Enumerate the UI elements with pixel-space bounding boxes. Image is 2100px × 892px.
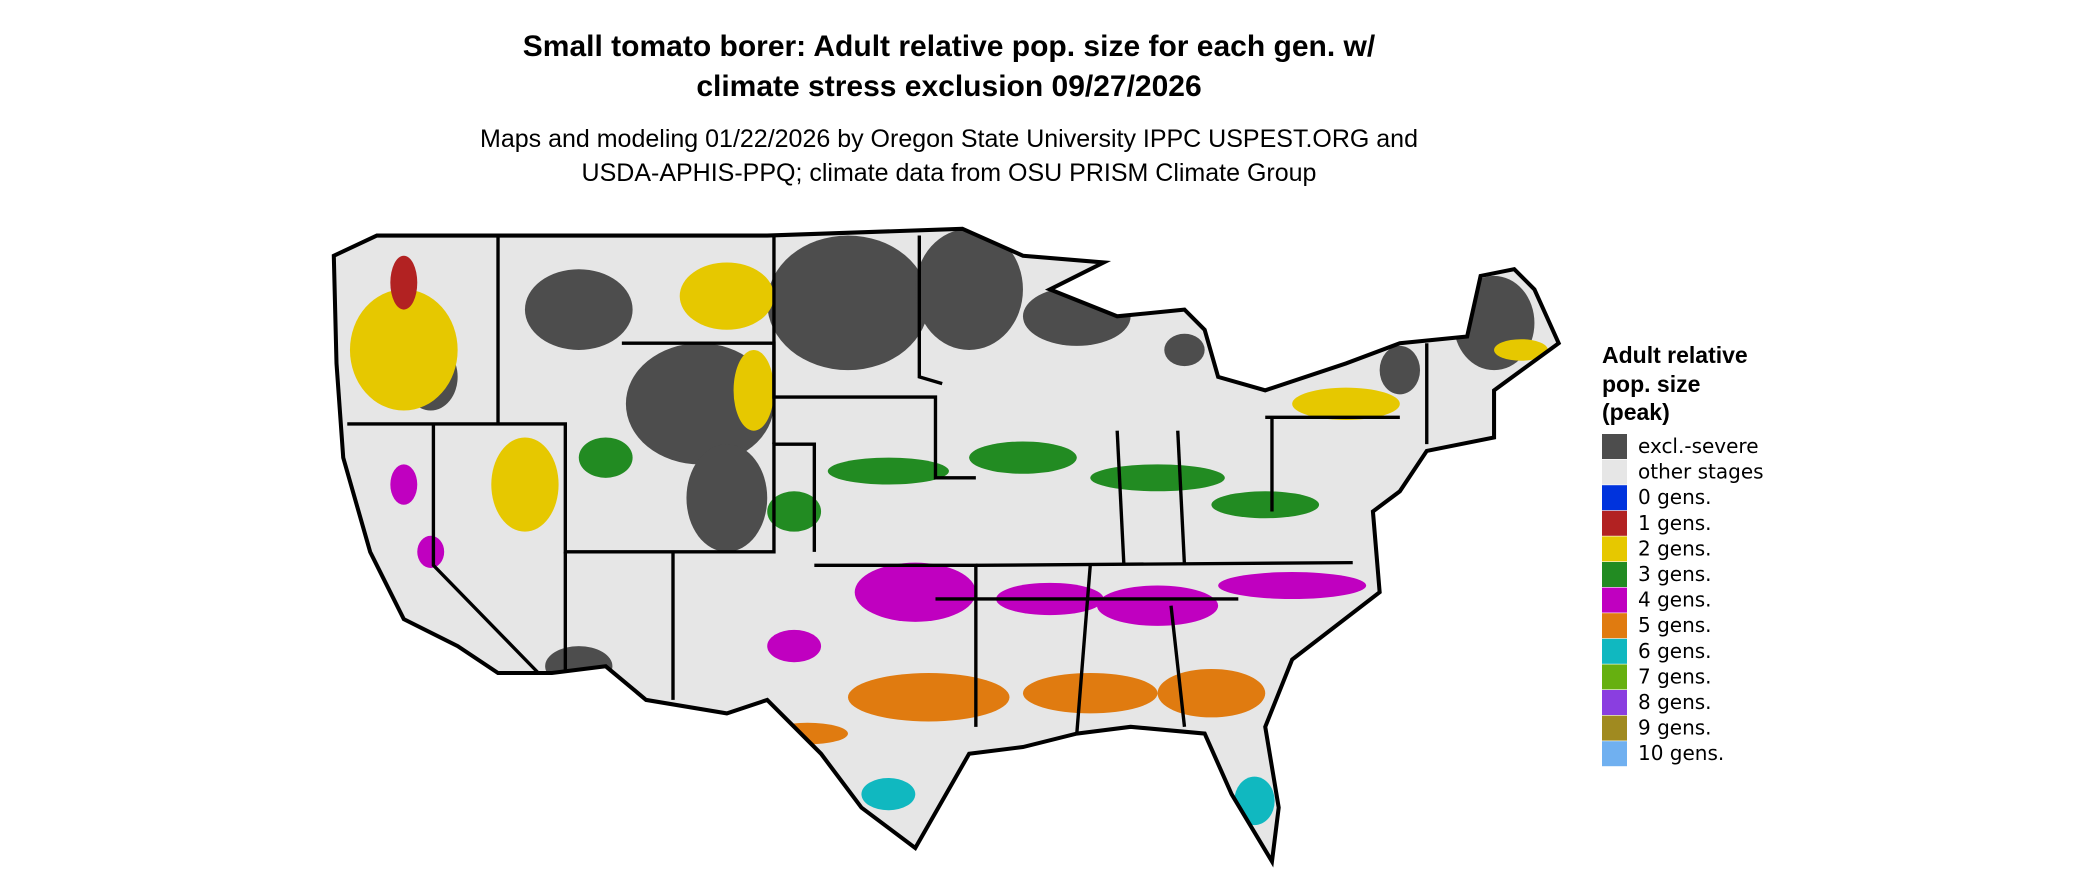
legend-label: 10 gens. [1638,741,1724,765]
legend-swatch [1602,690,1627,715]
region [390,464,418,505]
legend-swatch [1602,485,1627,511]
region [854,562,976,622]
legend-title: Adult relative [1602,342,1748,368]
region [1022,673,1158,714]
region [686,444,768,552]
region [679,262,774,330]
legend-label: 7 gens. [1638,664,1712,688]
legend-label: 4 gens. [1638,588,1712,612]
title-line: Small tomato borer: Adult relative pop. … [523,30,1376,63]
legend-label: 8 gens. [1638,690,1712,714]
legend-label: excl.-severe [1638,434,1759,458]
region [1164,333,1205,367]
region [733,349,774,431]
region [1218,572,1367,599]
region [767,235,929,371]
region [847,673,1010,722]
subtitle-line: Maps and modeling 01/22/2026 by Oregon S… [480,125,1418,153]
legend-swatch [1602,536,1627,562]
region [767,629,822,663]
legend-swatch [1602,715,1627,741]
region [1292,387,1400,420]
subtitle-line: USDA-APHIS-PPQ; climate data from OSU PR… [582,159,1317,187]
legend-label: 6 gens. [1638,639,1712,663]
region [578,437,633,478]
legend-swatch [1602,510,1627,536]
region [827,457,949,485]
map [331,226,1562,868]
region [417,535,445,569]
state-lines [347,235,1429,734]
region [1234,776,1275,826]
us-border [331,226,1562,868]
region [1090,464,1225,492]
legend-title: (peak) [1602,399,1670,425]
legend-swatch [1602,587,1627,613]
legend-swatch [1602,613,1627,639]
region [861,777,916,811]
legend-title: pop. size [1602,371,1700,397]
legend-swatch [1602,741,1627,767]
legend-label: 3 gens. [1638,562,1712,586]
region [1211,491,1320,519]
legend-swatch [1602,664,1627,690]
legend-label: 2 gens. [1638,536,1712,560]
title-line: climate stress exclusion 09/27/2026 [696,70,1201,103]
region [1494,339,1548,361]
region [1096,585,1219,626]
region [390,255,418,310]
legend-swatch [1602,459,1627,485]
region [349,289,458,411]
region [767,491,822,532]
legend-label: 5 gens. [1638,613,1712,637]
region [915,228,1023,350]
legend-swatch [1602,434,1627,459]
legend-label: 1 gens. [1638,511,1712,535]
region [1379,345,1421,395]
region [969,441,1077,474]
legend-label: 0 gens. [1638,485,1712,509]
region [491,437,559,532]
legend-swatch [1602,638,1627,664]
legend-label: other stages [1638,460,1764,484]
legend-label: 9 gens. [1638,716,1712,740]
regions [349,228,1548,826]
region [524,269,633,350]
legend-swatch [1602,562,1627,587]
region [1157,668,1266,718]
